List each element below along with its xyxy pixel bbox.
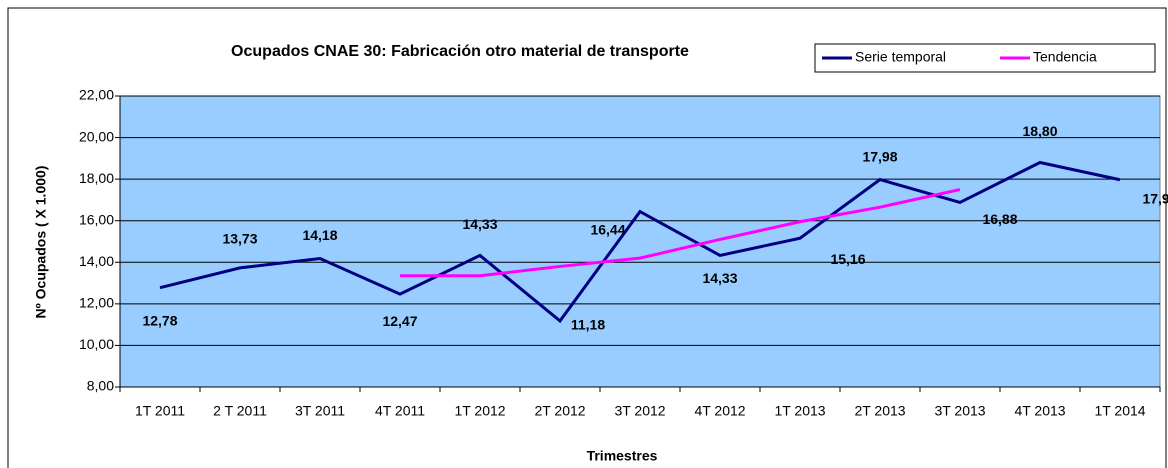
data-label: 17,98 — [862, 148, 897, 164]
x-tick-label: 4T 2013 — [1014, 403, 1065, 419]
x-tick-label: 1T 2012 — [454, 403, 505, 419]
data-label: 15,16 — [830, 251, 865, 267]
data-label: 12,47 — [382, 313, 417, 329]
x-tick-label: 1T 2011 — [135, 403, 185, 419]
series-line — [159, 160, 1121, 324]
x-tick-label: 4T 2011 — [375, 403, 425, 419]
x-tick-label: 1T 2014 — [1094, 403, 1145, 419]
x-tick-label: 2 T 2011 — [213, 403, 267, 419]
data-label: 14,18 — [302, 227, 337, 243]
data-label: 11,18 — [571, 317, 605, 333]
data-label: 16,44 — [590, 221, 625, 237]
x-tick-label: 3T 2012 — [614, 403, 665, 419]
legend-box — [814, 43, 1156, 73]
y-tick-label: 16,00 — [79, 211, 114, 227]
data-label: 14,33 — [462, 216, 497, 232]
chart-title: Ocupados CNAE 30: Fabricación otro mater… — [231, 43, 689, 60]
y-tick-label: 8,00 — [87, 378, 114, 394]
series-line — [400, 188, 961, 278]
x-tick-label: 4T 2012 — [694, 403, 745, 419]
data-label: 18,80 — [1022, 123, 1057, 139]
legend-label: Serie temporal — [855, 49, 946, 65]
y-tick-label: 22,00 — [79, 87, 114, 103]
legend-label: Tendencia — [1033, 49, 1097, 65]
x-axis-title: Trimestres — [587, 448, 658, 464]
data-label: 13,73 — [222, 231, 257, 247]
data-label: 14,33 — [702, 270, 737, 286]
x-tick-label: 2T 2012 — [534, 403, 585, 419]
x-tick-label: 1T 2013 — [774, 403, 825, 419]
y-tick-label: 18,00 — [79, 170, 114, 186]
x-tick-label: 3T 2013 — [934, 403, 985, 419]
plot-area — [119, 95, 1161, 388]
data-label: 12,78 — [142, 312, 177, 328]
data-label: 16,88 — [982, 211, 1017, 227]
data-label: 17,97 — [1142, 190, 1168, 206]
x-tick-label: 2T 2013 — [854, 403, 905, 419]
y-axis-title: Nº Ocupados ( X 1.000) — [33, 166, 49, 319]
y-tick-label: 10,00 — [79, 336, 114, 352]
y-tick-label: 12,00 — [79, 295, 114, 311]
y-tick-label: 20,00 — [79, 128, 114, 144]
x-tick-label: 3T 2011 — [295, 403, 345, 419]
y-tick-label: 14,00 — [79, 253, 114, 269]
